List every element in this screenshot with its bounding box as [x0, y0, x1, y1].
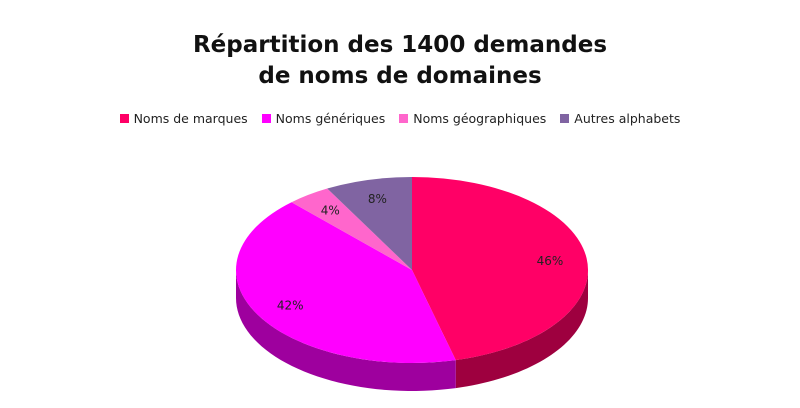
legend-item-autres-alphabets: Autres alphabets: [560, 111, 680, 126]
legend-swatch: [119, 114, 129, 123]
legend-item-noms-de-marques: Noms de marques: [119, 111, 248, 126]
pie-slice-noms-generiques: [236, 202, 456, 364]
legend-swatch: [399, 114, 409, 123]
legend-swatch: [560, 114, 570, 123]
pie-top-faces: [236, 176, 589, 364]
chart-legend: Noms de marques Noms génériques Noms géo…: [0, 111, 800, 126]
chart-title: Répartition des 1400 demandes de noms de…: [0, 30, 800, 92]
chart-title-line-1: Répartition des 1400 demandes: [192, 32, 608, 58]
legend-label: Noms géographiques: [413, 111, 547, 126]
chart-title-line-2: de noms de domaines: [258, 63, 542, 89]
legend-label: Autres alphabets: [574, 111, 681, 126]
data-label-noms-geographiques: 4%: [321, 204, 340, 218]
pie-side-noms-generiques: [236, 270, 456, 391]
pie-slice-noms-de-marques: [412, 176, 589, 361]
legend-label: Noms de marques: [133, 111, 248, 126]
legend-item-noms-generiques: Noms génériques: [261, 111, 386, 126]
data-label-autres-alphabets: 8%: [368, 192, 387, 206]
legend-swatch: [261, 114, 271, 123]
pie-side-noms-de-marques: [455, 270, 588, 389]
data-label-noms-de-marques: 46%: [537, 254, 564, 268]
pie-data-labels: 46% 42% 4% 8%: [277, 192, 563, 313]
pie-side-walls: [236, 270, 588, 391]
legend-label: Noms génériques: [275, 111, 386, 126]
pie-slice-noms-geographiques: [291, 188, 412, 270]
pie-slice-autres-alphabets: [327, 177, 412, 270]
legend-item-noms-geographiques: Noms géographiques: [399, 111, 546, 126]
data-label-noms-generiques: 42%: [277, 298, 304, 312]
